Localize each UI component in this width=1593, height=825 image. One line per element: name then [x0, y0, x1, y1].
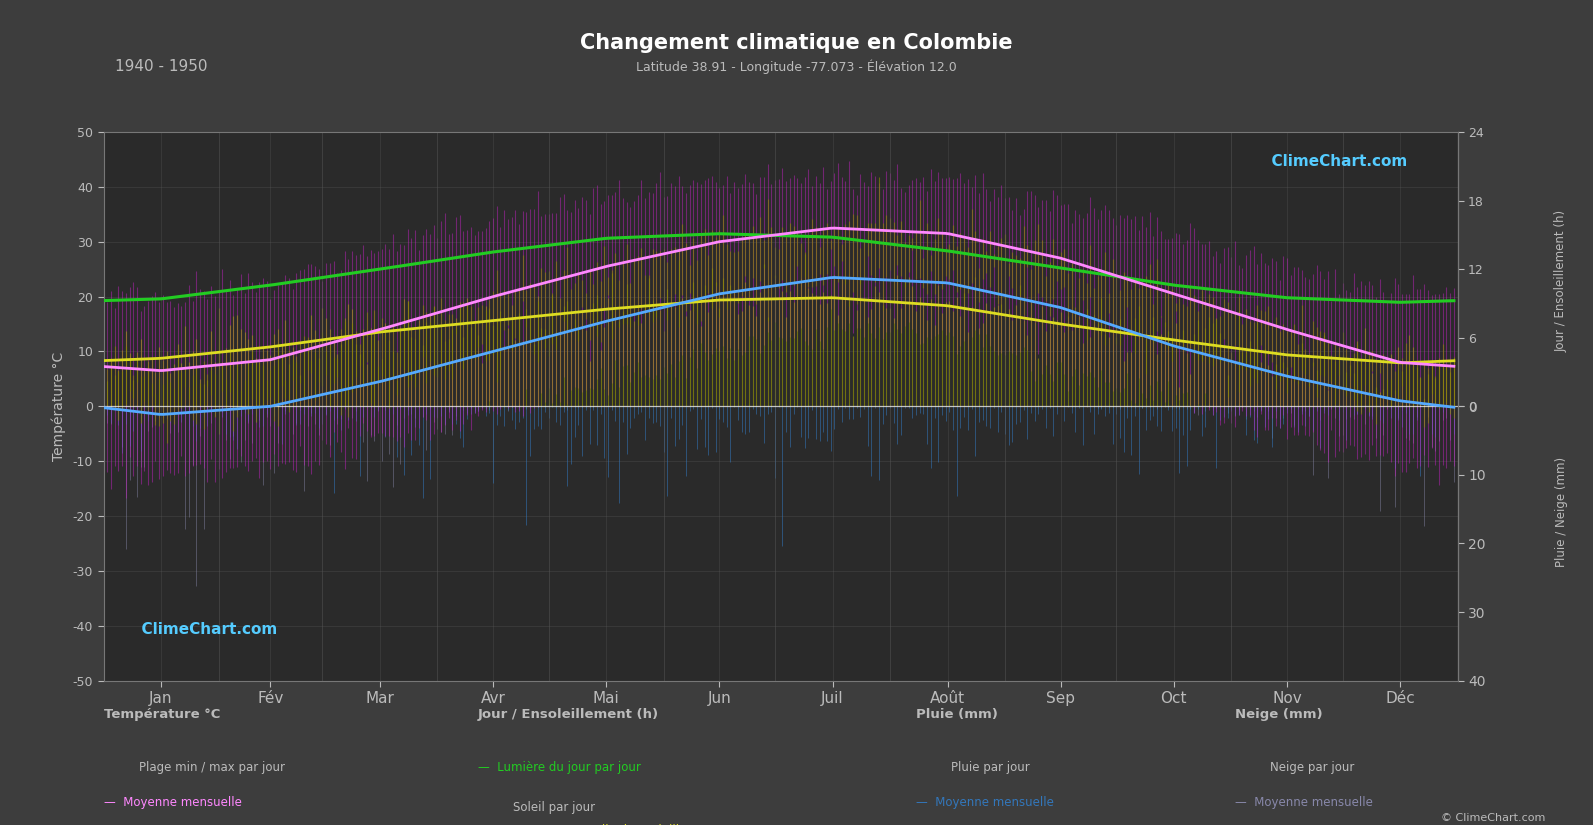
Text: Neige par jour: Neige par jour [1270, 761, 1354, 774]
Text: —  Moyenne mensuelle: — Moyenne mensuelle [1235, 796, 1373, 809]
Text: Pluie (mm): Pluie (mm) [916, 708, 997, 721]
Text: ClimeChart.com: ClimeChart.com [131, 622, 277, 637]
Text: Changement climatique en Colombie: Changement climatique en Colombie [580, 33, 1013, 53]
Text: Plage min / max par jour: Plage min / max par jour [139, 761, 285, 774]
Text: Jour / Ensoleillement (h): Jour / Ensoleillement (h) [1555, 210, 1568, 351]
Text: © ClimeChart.com: © ClimeChart.com [1440, 813, 1545, 823]
Text: Température °C: Température °C [104, 708, 220, 721]
Text: —  Moyenne mensuelle d'ensoleillement: — Moyenne mensuelle d'ensoleillement [478, 824, 717, 825]
Text: Pluie par jour: Pluie par jour [951, 761, 1029, 774]
Text: —  Moyenne mensuelle: — Moyenne mensuelle [104, 796, 242, 809]
Text: 1940 - 1950: 1940 - 1950 [115, 59, 207, 74]
Text: —  Lumière du jour par jour: — Lumière du jour par jour [478, 761, 640, 774]
Text: Soleil par jour: Soleil par jour [513, 801, 596, 814]
Text: ClimeChart.com: ClimeChart.com [1262, 154, 1408, 169]
Text: Jour / Ensoleillement (h): Jour / Ensoleillement (h) [478, 708, 660, 721]
Text: —  Moyenne mensuelle: — Moyenne mensuelle [916, 796, 1055, 809]
Text: Neige (mm): Neige (mm) [1235, 708, 1322, 721]
Y-axis label: Température °C: Température °C [51, 351, 65, 461]
Text: Pluie / Neige (mm): Pluie / Neige (mm) [1555, 456, 1568, 567]
Text: Latitude 38.91 - Longitude -77.073 - Élévation 12.0: Latitude 38.91 - Longitude -77.073 - Élé… [636, 59, 957, 74]
